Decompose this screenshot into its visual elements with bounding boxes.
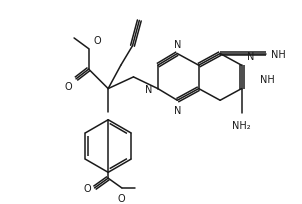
- Text: N: N: [174, 39, 181, 49]
- Text: NH₂: NH₂: [232, 120, 251, 130]
- Text: O: O: [65, 81, 72, 91]
- Text: N: N: [247, 52, 255, 62]
- Text: NH: NH: [260, 74, 275, 84]
- Text: NH: NH: [271, 49, 285, 59]
- Text: N: N: [145, 84, 152, 94]
- Text: O: O: [118, 193, 126, 203]
- Text: N: N: [174, 106, 181, 116]
- Text: O: O: [83, 183, 91, 193]
- Text: O: O: [94, 35, 101, 45]
